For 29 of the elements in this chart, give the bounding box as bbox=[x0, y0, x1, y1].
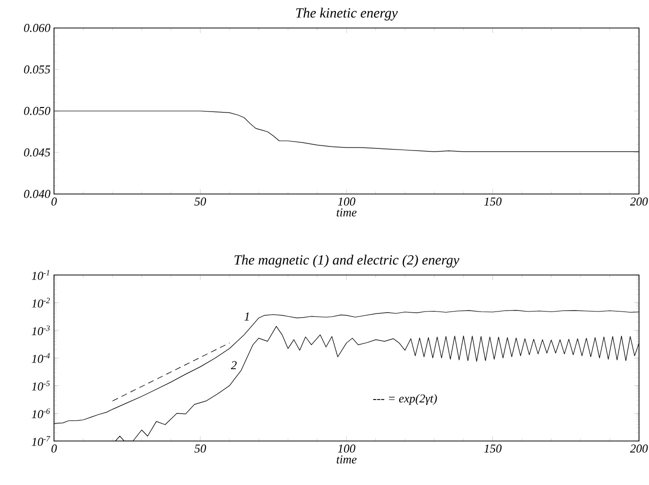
x-tick-label: 150 bbox=[484, 444, 502, 453]
x-tick-label: 0 bbox=[51, 444, 57, 453]
chart-title: The kinetic energy bbox=[296, 8, 398, 21]
x-axis-title: time bbox=[336, 208, 357, 216]
annotation: 1 bbox=[244, 312, 249, 320]
annotation: 2 bbox=[230, 361, 237, 370]
y-tick-label: 10$^{-4}$ bbox=[32, 353, 50, 363]
y-tick-label: 0.060 bbox=[24, 24, 50, 32]
y-tick-label: 0.050 bbox=[24, 106, 50, 116]
x-tick-label: 0 bbox=[51, 198, 57, 206]
y-tick-label: 10$^{-5}$ bbox=[32, 380, 50, 390]
x-tick-label: 200 bbox=[630, 198, 648, 206]
y-tick-label: 10$^{-7}$ bbox=[32, 436, 50, 446]
x-tick-label: 50 bbox=[194, 198, 206, 206]
x-tick-label: 150 bbox=[484, 198, 502, 206]
y-tick-label: 0.045 bbox=[24, 148, 50, 157]
chart-title: The magnetic (1) and electric (2) energy bbox=[234, 254, 460, 268]
x-tick-label: 100 bbox=[338, 198, 356, 206]
y-tick-label: 0.040 bbox=[24, 190, 50, 198]
x-tick-label: 100 bbox=[338, 444, 356, 453]
y-tick-label: 10$^{-3}$ bbox=[32, 325, 50, 336]
y-tick-label: 0.055 bbox=[24, 65, 50, 74]
annotation: --- = exp(2γt) bbox=[373, 394, 437, 405]
y-tick-label: 10$^{-2}$ bbox=[32, 298, 50, 308]
x-tick-label: 50 bbox=[194, 444, 206, 453]
x-tick-label: 200 bbox=[630, 444, 648, 453]
y-tick-label: 10$^{-1}$ bbox=[32, 270, 50, 280]
y-tick-label: 10$^{-6}$ bbox=[32, 408, 50, 418]
x-axis-title: time bbox=[336, 455, 357, 464]
